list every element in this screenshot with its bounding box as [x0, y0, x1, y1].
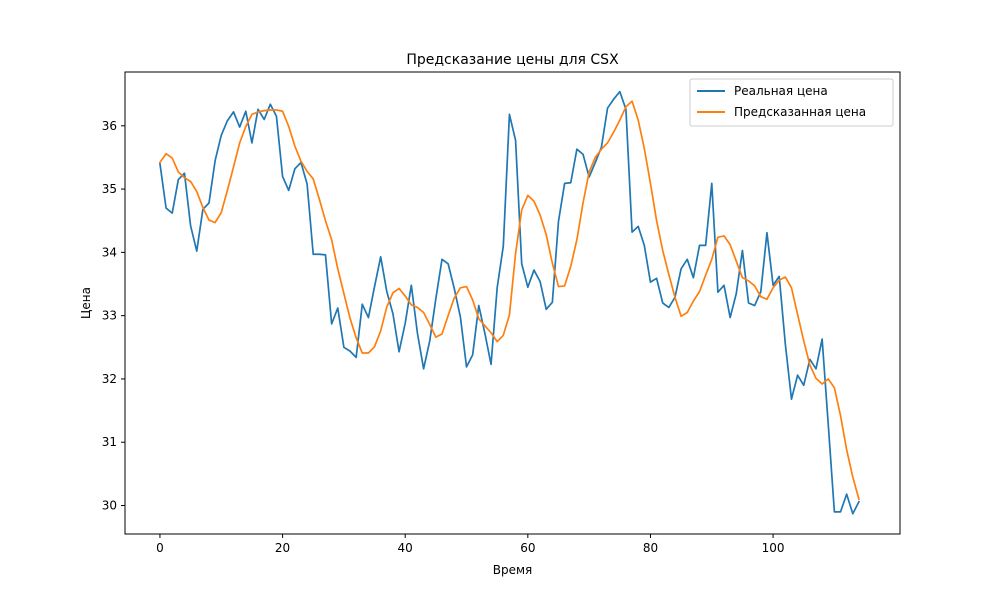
y-axis-title: Цена: [79, 287, 93, 319]
legend: Реальная цена Предсказанная цена: [689, 78, 894, 127]
y-tick-label: 34: [102, 245, 117, 259]
legend-label-real: Реальная цена: [734, 84, 828, 98]
y-tick-label: 35: [102, 182, 117, 196]
x-tick-label: 20: [275, 541, 290, 555]
chart-title: Предсказание цены для CSX: [406, 52, 619, 68]
x-tick-label: 40: [398, 541, 413, 555]
legend-box: [689, 78, 894, 127]
series-layer: [158, 90, 861, 515]
series-line-1: [158, 100, 860, 501]
y-tick-label: 30: [102, 499, 117, 513]
x-axis-title: Время: [493, 563, 533, 577]
y-tick-label: 31: [102, 435, 117, 449]
x-tick-label: 60: [520, 541, 535, 555]
series-line-0: [158, 90, 861, 515]
y-tick-label: 32: [102, 372, 117, 386]
x-tick-label: 0: [156, 541, 164, 555]
plot-frame: [124, 71, 901, 535]
x-ticks: 0 20 40 60 80 100: [156, 534, 785, 555]
x-tick-label: 80: [643, 541, 658, 555]
y-tick-label: 36: [102, 119, 117, 133]
y-ticks: 30 31 32 33 34 35 36: [102, 119, 125, 513]
legend-label-predicted: Предсказанная цена: [734, 105, 866, 119]
x-tick-label: 100: [762, 541, 785, 555]
y-tick-label: 33: [102, 309, 117, 323]
